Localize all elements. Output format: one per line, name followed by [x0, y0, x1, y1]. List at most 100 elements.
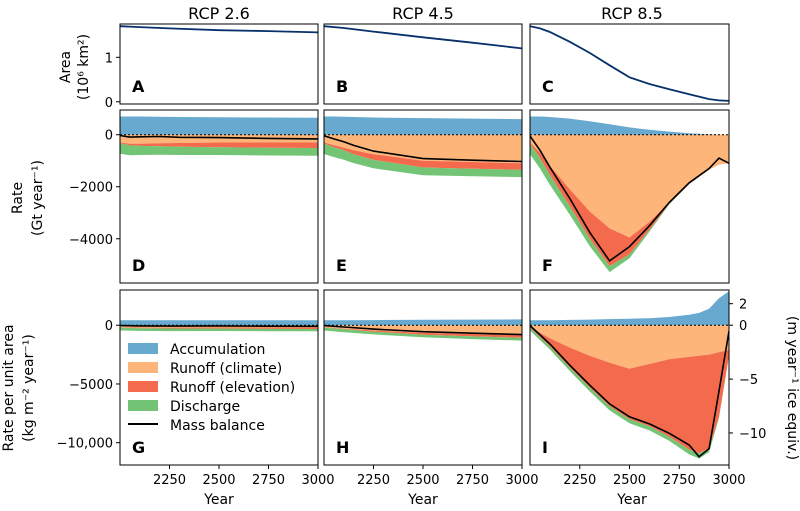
xtick-label-2-3: 3000 [505, 473, 538, 488]
runoff-climate-area-rate-2 [324, 134, 522, 164]
xtick-label-1-0: 2250 [153, 473, 186, 488]
xtick-label-1-3: 3000 [301, 473, 334, 488]
mass-balance-line-rate-1 [120, 134, 318, 140]
panel-unit-2 [324, 319, 522, 341]
area-ylabel-line2: (10⁶ km²) [76, 34, 92, 100]
accumulation-area-rate-1 [120, 116, 318, 135]
panel-rate-2 [324, 116, 522, 178]
panel-unit-1 [120, 320, 318, 332]
panel-area-3 [530, 25, 729, 102]
panel-label-b: B [336, 77, 348, 96]
runoff-elevation-area-unit-1 [120, 327, 318, 329]
frame-unit-1 [119, 289, 319, 466]
ytick-label-unit-1: −5000 [69, 378, 113, 393]
frame-unit-2 [323, 289, 523, 466]
runoff-climate-area-unit-3 [530, 325, 729, 369]
discharge-area-rate-1 [120, 143, 318, 156]
xtick-label-2-1: 2500 [406, 473, 439, 488]
runoff-elevation-area-rate-3 [530, 142, 729, 267]
frame-area-1 [119, 23, 319, 105]
panel-label-a: A [132, 77, 145, 96]
xlabel-rcp45: Year [407, 492, 438, 508]
xtick-label-3-1: 2500 [613, 473, 646, 488]
xlabel-rcp26: Year [203, 492, 234, 508]
legend-discharge: Discharge [170, 399, 240, 415]
accumulation-area-rate-3 [530, 116, 729, 135]
accumulation-area-rate-2 [324, 116, 522, 135]
mass-balance-line-rate-2 [324, 135, 522, 163]
ytick-label-area-1: 1 [105, 51, 113, 66]
ytick-label-unit-2: −10,000 [57, 437, 113, 452]
xlabel-rcp85: Year [616, 492, 647, 508]
ytick-label-rate-1: −2000 [69, 181, 113, 196]
accumulation-area-unit-3 [530, 291, 729, 326]
mass-balance-line-rate-3 [530, 135, 729, 263]
mass-balance-line-unit-2 [324, 324, 522, 336]
legend-swatch-accumulation [128, 343, 158, 354]
runoff-elevation-area-rate-1 [120, 142, 318, 148]
mass-balance-line-unit-1 [120, 324, 318, 328]
panel-rate-1 [120, 116, 318, 156]
discharge-area-unit-1 [120, 327, 318, 332]
ytick-label-rate-2: −4000 [69, 233, 113, 248]
xtick-label-3-0: 2250 [563, 473, 596, 488]
panel-label-i: I [542, 438, 548, 457]
panel-label-g: G [132, 438, 145, 457]
area-ylabel-line1: Area [58, 51, 74, 83]
frame-rate-3 [529, 109, 730, 284]
discharge-area-unit-2 [324, 327, 522, 341]
runoff-elevation-area-rate-2 [324, 142, 522, 170]
frame-rate-1 [119, 109, 319, 284]
discharge-area-rate-3 [530, 143, 729, 273]
panel-label-d: D [132, 256, 145, 275]
xtick-label-1-1: 2500 [202, 473, 235, 488]
ytick-right-label-0: 2 [739, 298, 747, 313]
runoff-elevation-area-unit-2 [324, 327, 522, 338]
accumulation-area-unit-1 [120, 320, 318, 326]
ytick-right-label-2: −5 [739, 373, 758, 388]
legend-accumulation: Accumulation [170, 342, 265, 358]
panel-rate-3 [530, 116, 729, 273]
ytick-label-area-0: 0 [105, 96, 113, 111]
xtick-label-1-2: 2750 [252, 473, 285, 488]
column-title-rcp45: RCP 4.5 [392, 4, 454, 23]
runoff-elevation-area-unit-3 [530, 327, 729, 454]
rate-ylabel-line1: Rate [10, 182, 26, 214]
plot-panels: 0 1 A B C 0 −2000 −4000 D E F 0 −5000 −10,000 2250 2500… [57, 23, 766, 488]
rate-ylabel-line2: (Gt year⁻¹) [30, 160, 46, 236]
ytick-label-unit-0: 0 [105, 319, 113, 334]
panel-label-h: H [336, 438, 349, 457]
unit-ylabel-line1: Rate per unit area [1, 324, 17, 451]
legend-swatch-runoff-climate [128, 362, 158, 373]
area-line-1 [120, 25, 318, 34]
legend: Accumulation Runoff (climate) Runoff (el… [128, 342, 295, 434]
ytick-label-rate-0: 0 [105, 129, 113, 144]
frame-rate-2 [323, 109, 523, 284]
unit-right-ylabel: (m year⁻¹ ice equiv.) [784, 316, 800, 460]
column-title-rcp26: RCP 2.6 [188, 4, 250, 23]
panel-label-f: F [542, 256, 553, 275]
legend-swatch-discharge [128, 400, 158, 411]
legend-mass-balance: Mass balance [170, 418, 265, 434]
xtick-label-2-0: 2250 [357, 473, 390, 488]
column-title-rcp85: RCP 8.5 [601, 4, 663, 23]
runoff-climate-area-rate-3 [530, 134, 729, 238]
frame-area-3 [529, 23, 730, 105]
xtick-label-2-2: 2750 [456, 473, 489, 488]
xtick-label-3-2: 2750 [663, 473, 696, 488]
panel-area-1 [120, 25, 318, 34]
legend-swatch-runoff-elevation [128, 381, 158, 392]
panel-label-e: E [336, 256, 347, 275]
legend-runoff-elevation: Runoff (elevation) [170, 380, 295, 396]
unit-ylabel-line2: (kg m⁻² year⁻¹) [21, 334, 37, 442]
area-line-2 [324, 25, 522, 50]
area-line-3 [530, 25, 729, 102]
mass-balance-line-unit-3 [530, 325, 729, 458]
frame-area-2 [323, 23, 523, 105]
ytick-right-label-3: −10 [739, 427, 766, 442]
accumulation-area-unit-2 [324, 319, 522, 326]
panel-area-2 [324, 25, 522, 50]
legend-runoff-climate: Runoff (climate) [170, 361, 282, 377]
panel-unit-3 [530, 291, 729, 459]
